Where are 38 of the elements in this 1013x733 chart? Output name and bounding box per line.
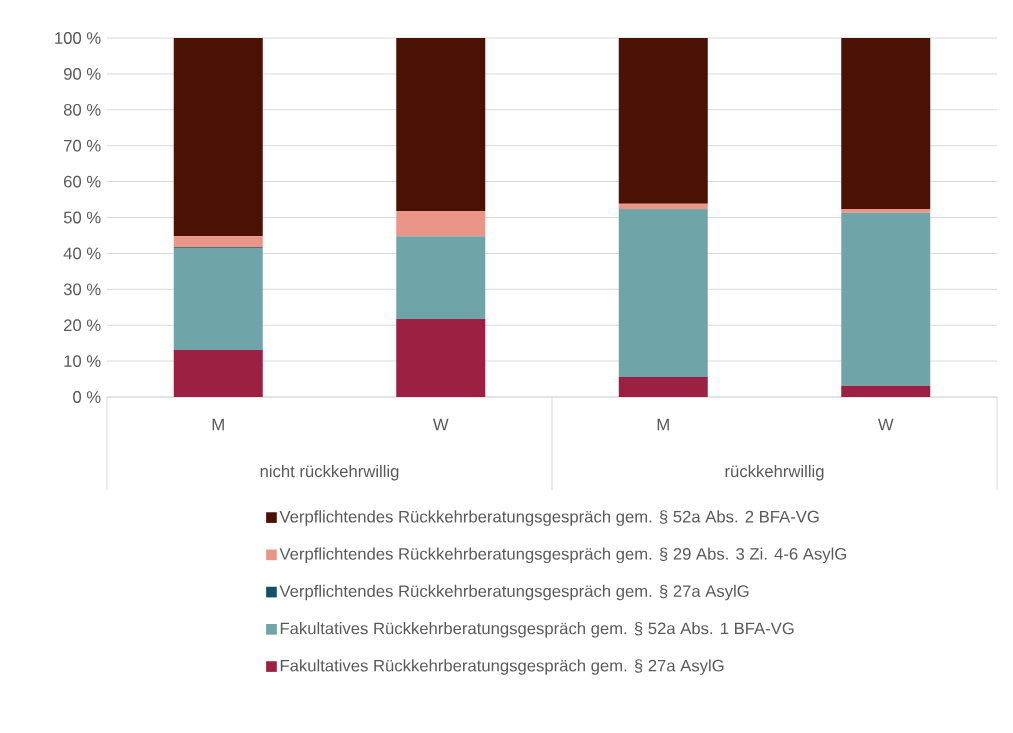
y-tick-label: 50 % xyxy=(63,211,101,224)
bar xyxy=(841,212,931,386)
text: nicht rückkehrwillig xyxy=(260,464,399,481)
legend-label: Verpflichtendes Rückkehrberatungsgespräch gem. § 27a AsylG xyxy=(279,584,749,601)
x-tick-label: W xyxy=(877,418,894,431)
y-tick-label: 0 % xyxy=(73,391,101,403)
bar xyxy=(173,38,263,237)
bar xyxy=(173,248,263,350)
y-tick-label: 70 % xyxy=(64,139,101,152)
y-tick-label: 40 % xyxy=(63,247,101,260)
bar xyxy=(618,38,708,204)
bar xyxy=(841,385,931,397)
x-tick-label: W xyxy=(432,418,449,431)
legend-label: Fakultatives Rückkehrberatungsgespräch gem. § 27a AsylG xyxy=(280,659,724,675)
x-tick-label: M xyxy=(212,418,224,431)
bar xyxy=(396,236,486,320)
bar xyxy=(396,38,486,212)
bar xyxy=(173,349,263,397)
bar xyxy=(396,319,486,397)
y-tick-label: 10 % xyxy=(64,355,101,368)
x-tick-label: M xyxy=(657,418,669,431)
y-tick-label: 100 % xyxy=(55,32,101,44)
bar xyxy=(841,208,931,213)
y-tick-label: 60 % xyxy=(64,175,101,188)
bar xyxy=(173,236,263,248)
bar xyxy=(618,203,708,209)
y-tick-label: 80 % xyxy=(63,103,101,116)
bar xyxy=(396,211,486,237)
bar xyxy=(841,38,931,209)
bar xyxy=(618,209,708,377)
y-tick-label: 30 % xyxy=(63,283,101,296)
legend-label: Verpflichtendes Rückkehrberatungsgespräch gem. § 29 Abs. 3 Zi. 4-6 AsylG xyxy=(279,547,847,564)
y-tick-label: 90 % xyxy=(63,68,101,80)
legend-label: Fakultatives Rückkehrberatungsgespräch gem. § 52a Abs. 1 BFA-VG xyxy=(280,622,794,638)
y-tick-label: 20 % xyxy=(64,319,101,332)
legend-label: Verpflichtendes Rückkehrberatungsgespräch gem. § 52a Abs. 2 BFA-VG xyxy=(279,510,819,526)
text: rückkehrwillig xyxy=(725,464,824,481)
bar xyxy=(618,376,708,397)
